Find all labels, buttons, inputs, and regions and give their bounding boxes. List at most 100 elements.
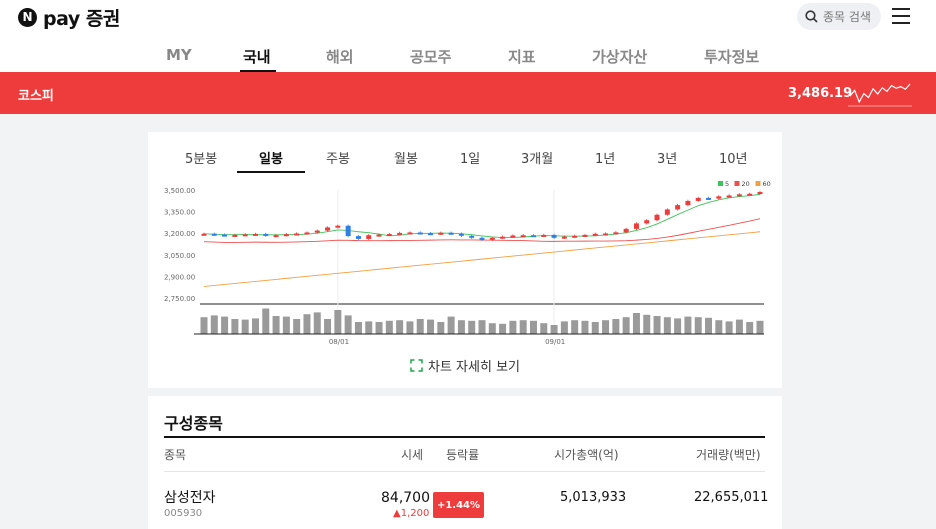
period-5min[interactable]: 5분봉 [185, 148, 217, 167]
candle-body [469, 236, 474, 238]
legend-swatch [718, 181, 723, 186]
volume-bar [231, 319, 238, 334]
index-bar[interactable]: 코스피 3,486.19 [0, 72, 936, 114]
candle-body [582, 235, 587, 237]
nav-tab-domestic[interactable]: 국내 [243, 46, 271, 67]
volume-bar [365, 321, 372, 334]
candle-body [613, 232, 618, 234]
candle-body [428, 233, 433, 235]
chart-detail-link[interactable]: 차트 자세히 보기 [410, 356, 520, 375]
candle-body [459, 233, 464, 235]
candle-body [634, 223, 639, 228]
candle-body [644, 220, 649, 223]
candle-body [438, 233, 443, 235]
candle-body [274, 235, 279, 237]
candle-body [490, 238, 495, 240]
volume-bar [448, 317, 455, 334]
volume-bar [530, 321, 537, 334]
candlestick-chart[interactable]: 3,500.00 3,350.00 3,200.00 3,050.00 2,900.00… [148, 174, 782, 352]
header-change-rate[interactable]: 등락률 [446, 446, 479, 463]
y-tick-label: 3,200.00 [164, 230, 195, 238]
volume-bar [396, 320, 403, 334]
candle-body [562, 237, 567, 239]
ma5-line [204, 194, 760, 237]
candle-body [377, 235, 382, 237]
candle-body [232, 235, 237, 237]
y-tick-label: 3,500.00 [164, 187, 195, 195]
candle-body [500, 237, 505, 239]
volume-bar [242, 320, 249, 334]
volume-bar [386, 321, 393, 334]
volume-bar [695, 317, 702, 334]
candle-body [294, 233, 299, 235]
period-10year[interactable]: 10년 [719, 148, 748, 167]
candle-body [603, 233, 608, 235]
candle-body [284, 234, 289, 236]
search-box[interactable]: 종목 검색 [797, 3, 881, 30]
top-header: N pay 증권 종목 검색 MY 국내 해외 공모주 지표 가상자산 투자정보 [0, 0, 936, 72]
nav-tab-my[interactable]: MY [166, 46, 192, 64]
volume-bar [283, 317, 290, 334]
period-3month[interactable]: 3개월 [521, 148, 553, 167]
chart-panel: 5분봉 일봉 주봉 월봉 1일 3개월 1년 3년 10년 3,500.00 3,… [148, 132, 782, 388]
period-monthly[interactable]: 월봉 [394, 148, 418, 167]
volume-bar [479, 320, 486, 334]
volume-bar [252, 318, 259, 334]
candle-body [758, 192, 763, 194]
candle-body [572, 236, 577, 238]
stock-name[interactable]: 삼성전자 [164, 487, 216, 507]
nav-tab-indicators[interactable]: 지표 [508, 46, 536, 67]
volume-bar [345, 315, 352, 334]
period-1day[interactable]: 1일 [460, 148, 480, 167]
nav-tab-ipo[interactable]: 공모주 [410, 46, 451, 67]
candle-body [253, 234, 258, 236]
candle-body [418, 232, 423, 234]
period-weekly[interactable]: 주봉 [326, 148, 350, 167]
candle-body [510, 236, 515, 238]
period-active-underline [237, 171, 305, 173]
candle-body [315, 231, 320, 233]
candle-body [737, 194, 742, 196]
volume-bar [468, 321, 475, 334]
nav-tab-overseas[interactable]: 해외 [326, 46, 354, 67]
period-3year[interactable]: 3년 [657, 148, 677, 167]
stock-change: ▲1,200 [393, 508, 429, 519]
volume-bar [427, 320, 434, 334]
candle-body [747, 194, 752, 196]
y-tick-label: 3,050.00 [164, 252, 195, 260]
volume-bar [489, 323, 496, 334]
candle-body [222, 235, 227, 237]
x-tick-label: 09/01 [545, 338, 565, 346]
constituents-title: 구성종목 [164, 410, 223, 434]
header-volume[interactable]: 거래량(백만) [696, 446, 761, 463]
stock-volume: 22,655,011 [694, 490, 768, 505]
volume-bar [561, 321, 568, 334]
candle-body [531, 235, 536, 237]
volume-bar [654, 316, 661, 334]
candle-body [304, 232, 309, 234]
volume-bar [674, 318, 681, 334]
hamburger-menu-icon[interactable] [892, 8, 910, 24]
volume-bar [458, 320, 465, 334]
candle-body [449, 233, 454, 235]
candle-body [675, 205, 680, 209]
logo-mark: N [18, 8, 37, 27]
y-tick-label: 2,750.00 [164, 295, 195, 303]
header-market-cap[interactable]: 시가총액(억) [554, 446, 619, 463]
npay-logo[interactable]: N pay 증권 [18, 5, 120, 29]
nav-tab-invest-info[interactable]: 투자정보 [704, 46, 759, 67]
volume-bar [746, 322, 753, 334]
nav-tab-crypto[interactable]: 가상자산 [592, 46, 647, 67]
stock-market-cap: 5,013,933 [560, 490, 626, 505]
candle-body [397, 233, 402, 235]
volume-bar [592, 322, 599, 334]
period-1year[interactable]: 1년 [595, 148, 615, 167]
volume-bar [612, 319, 619, 334]
period-daily[interactable]: 일봉 [259, 148, 283, 167]
volume-bar [437, 322, 444, 334]
volume-bar [726, 321, 733, 334]
volume-bar [551, 325, 558, 334]
header-price[interactable]: 시세 [401, 446, 423, 463]
candle-body [541, 235, 546, 237]
candle-body [521, 235, 526, 237]
